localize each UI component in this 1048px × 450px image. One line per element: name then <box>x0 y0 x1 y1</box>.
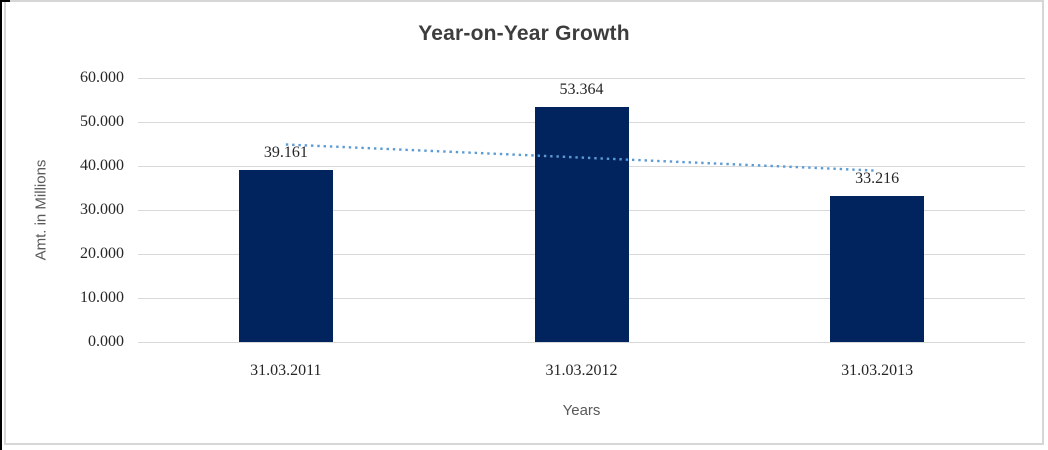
gridline <box>138 78 1025 79</box>
y-tick-label: 20.000 <box>80 245 124 262</box>
top-left-edge-border <box>0 0 10 2</box>
x-tick-label: 31.03.2012 <box>545 362 618 379</box>
x-axis-title: Years <box>562 402 601 419</box>
bar <box>534 107 629 342</box>
x-tick-label: 31.03.2013 <box>841 362 914 379</box>
y-tick-label: 0.000 <box>88 333 124 350</box>
gridline <box>138 342 1025 343</box>
chart-title: Year-on-Year Growth <box>418 22 630 45</box>
y-tick-label: 60.000 <box>80 69 124 86</box>
y-tick-label: 30.000 <box>80 201 124 218</box>
bar-value-label: 53.364 <box>559 81 604 99</box>
y-tick-label: 40.000 <box>80 157 124 174</box>
y-tick-label: 50.000 <box>80 113 124 130</box>
y-tick-label: 10.000 <box>80 289 124 306</box>
bar-value-label: 33.216 <box>855 169 900 187</box>
x-tick-label: 31.03.2011 <box>250 362 322 379</box>
bar <box>830 195 925 342</box>
left-edge-border <box>0 0 2 450</box>
y-axis-title: Amt. in Millions <box>32 159 50 261</box>
bar <box>238 169 333 342</box>
bar-value-label: 39.161 <box>263 143 308 161</box>
